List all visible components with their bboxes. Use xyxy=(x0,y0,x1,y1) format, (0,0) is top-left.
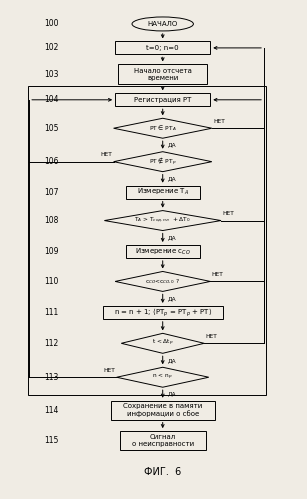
Text: НЕТ: НЕТ xyxy=(100,152,112,157)
Text: ДА: ДА xyxy=(168,235,177,241)
Text: 111: 111 xyxy=(44,308,58,317)
Text: НЕТ: НЕТ xyxy=(103,368,115,373)
Text: РТ ∉ РТ$_р$: РТ ∉ РТ$_р$ xyxy=(149,156,177,168)
Text: ДА: ДА xyxy=(168,358,177,363)
Text: 106: 106 xyxy=(44,157,58,166)
Text: Сохранение в памяти
информации о сбое: Сохранение в памяти информации о сбое xyxy=(123,403,202,417)
Text: 112: 112 xyxy=(44,339,58,348)
Bar xyxy=(115,93,210,106)
Text: Начало отсчета
времени: Начало отсчета времени xyxy=(134,68,192,81)
Text: 104: 104 xyxy=(44,95,58,104)
Text: 109: 109 xyxy=(44,247,58,256)
Text: РТ ∈ РТ$_A$: РТ ∈ РТ$_A$ xyxy=(149,123,177,133)
Text: t=0; n=0: t=0; n=0 xyxy=(146,45,179,51)
Text: НАЧАЛО: НАЧАЛО xyxy=(148,21,178,27)
Text: НЕТ: НЕТ xyxy=(206,334,217,339)
Text: 113: 113 xyxy=(44,373,58,382)
Text: ДА: ДА xyxy=(168,142,177,148)
Text: 105: 105 xyxy=(44,124,58,133)
Text: 100: 100 xyxy=(44,19,58,28)
Bar xyxy=(126,245,200,258)
Text: ДА: ДА xyxy=(168,391,177,397)
Text: 107: 107 xyxy=(44,188,58,197)
Bar xyxy=(111,401,215,420)
Text: с$_{СО}$<с$_{СО,0}$ ?: с$_{СО}$<с$_{СО,0}$ ? xyxy=(145,277,181,285)
Text: 108: 108 xyxy=(44,216,58,225)
Text: n < n$_р$: n < n$_р$ xyxy=(152,372,173,382)
Bar xyxy=(103,306,223,319)
Text: 102: 102 xyxy=(44,43,58,52)
Bar xyxy=(126,186,200,199)
Text: НЕТ: НЕТ xyxy=(223,211,234,216)
Text: НЕТ: НЕТ xyxy=(212,272,223,277)
Text: Регистрация РТ: Регистрация РТ xyxy=(134,97,191,103)
Text: 114: 114 xyxy=(44,406,58,415)
Text: 115: 115 xyxy=(44,436,58,445)
Text: Измерение Т$_A$: Измерение Т$_A$ xyxy=(137,187,189,197)
Bar xyxy=(120,431,206,450)
Bar xyxy=(118,64,207,84)
Text: 110: 110 xyxy=(44,277,58,286)
Text: Сигнал
о неисправности: Сигнал о неисправности xyxy=(132,434,194,447)
Text: ФИГ.  6: ФИГ. 6 xyxy=(144,467,181,477)
Text: ДА: ДА xyxy=(168,296,177,301)
Bar xyxy=(28,86,266,395)
Text: Т$_A$ > Т$_{сод.пл.}$ + ΔТ$_0$: Т$_A$ > Т$_{сод.пл.}$ + ΔТ$_0$ xyxy=(134,216,191,225)
Text: НЕТ: НЕТ xyxy=(213,119,225,124)
Text: 103: 103 xyxy=(44,70,58,79)
Text: Измерение с$_{СО}$: Измерение с$_{СО}$ xyxy=(135,247,191,256)
Bar xyxy=(115,41,210,54)
Text: ДА: ДА xyxy=(168,176,177,181)
Text: t < Δt$_р$: t < Δt$_р$ xyxy=(152,338,173,348)
Text: n = n + 1; ⟨РТ$_р$ = РТ$_р$ + РТ⟩: n = n + 1; ⟨РТ$_р$ = РТ$_р$ + РТ⟩ xyxy=(114,306,212,319)
